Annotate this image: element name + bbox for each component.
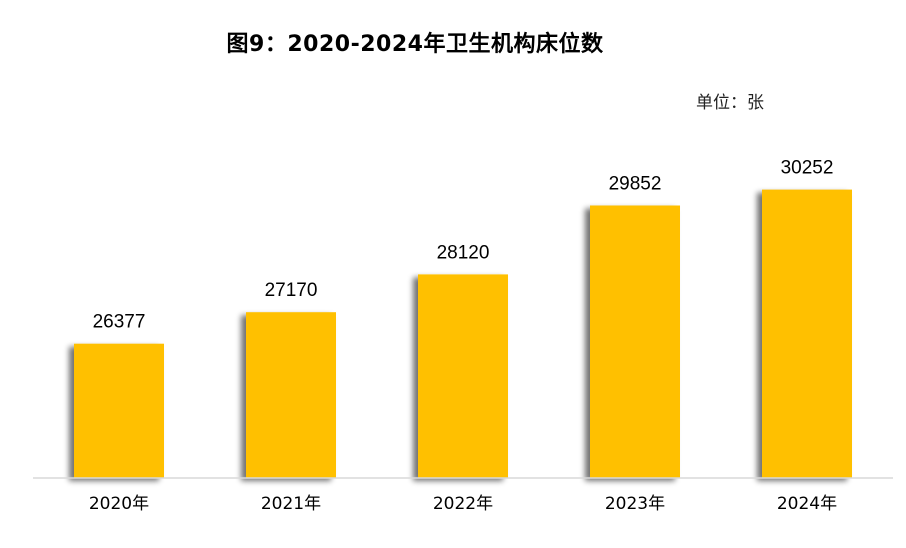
x-tick-label: 2024年: [777, 494, 837, 514]
bar-1: [74, 343, 164, 478]
data-label: 30252: [781, 158, 834, 179]
bar-4: [590, 205, 680, 478]
x-tick-label: 2021年: [261, 494, 321, 514]
data-label: 28120: [437, 242, 490, 263]
data-label: 26377: [93, 312, 146, 333]
x-tick-label: 2020年: [89, 494, 149, 514]
unit-label: 单位：张: [696, 93, 764, 113]
bar-2: [246, 312, 336, 478]
bar-5: [762, 189, 852, 478]
x-tick-label: 2023年: [605, 494, 665, 514]
data-label: 27170: [265, 280, 318, 301]
bar-3: [418, 274, 508, 478]
data-label: 29852: [609, 174, 662, 195]
chart-title: 图9：2020-2024年卫生机构床位数: [226, 32, 604, 57]
x-tick-label: 2022年: [433, 494, 493, 514]
